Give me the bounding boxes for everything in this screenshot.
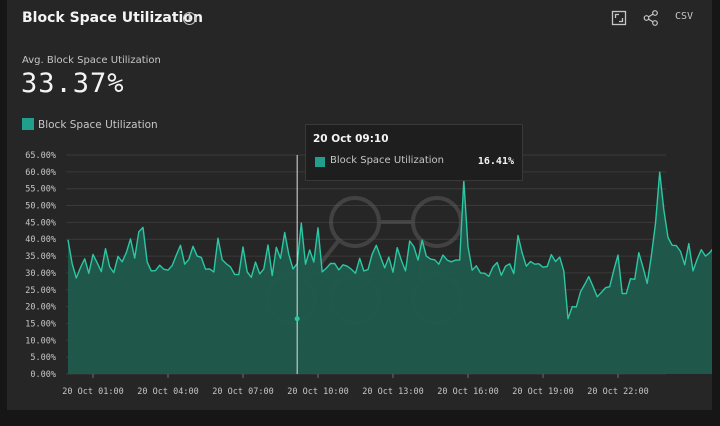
y-tick-label: 60.00% bbox=[25, 168, 56, 178]
chart-tooltip: 20 Oct 09:10 Block Space Utilization 16.… bbox=[305, 124, 523, 181]
x-tick-label: 20 Oct 22:00 bbox=[587, 387, 648, 397]
legend-label: Block Space Utilization bbox=[38, 119, 158, 131]
avg-stat-value: 33.37% bbox=[21, 68, 125, 99]
tooltip-swatch bbox=[315, 157, 325, 167]
y-tick-label: 30.00% bbox=[25, 269, 56, 279]
tooltip-value: 16.41% bbox=[477, 156, 514, 167]
y-tick-label: 35.00% bbox=[25, 252, 56, 262]
fullscreen-icon[interactable] bbox=[610, 9, 628, 27]
x-tick-label: 20 Oct 13:00 bbox=[362, 387, 423, 397]
info-icon[interactable]: i bbox=[183, 12, 196, 25]
x-tick-label: 20 Oct 19:00 bbox=[512, 387, 573, 397]
hover-point bbox=[294, 316, 300, 322]
x-tick-label: 20 Oct 04:00 bbox=[137, 387, 198, 397]
chart-plot: 0.00% 5.00% 10.00% 15.00% 20.00% 25.00% 30.00%… bbox=[25, 151, 712, 397]
y-tick-label: 65.00% bbox=[25, 151, 56, 161]
avg-stat-label: Avg. Block Space Utilization bbox=[22, 55, 161, 66]
x-tick-label: 20 Oct 07:00 bbox=[212, 387, 273, 397]
y-tick-label: 50.00% bbox=[25, 202, 56, 212]
x-tick-label: 20 Oct 01:00 bbox=[62, 387, 123, 397]
y-tick-label: 20.00% bbox=[25, 303, 56, 313]
tooltip-time: 20 Oct 09:10 bbox=[313, 133, 389, 145]
legend-item[interactable]: Block Space Utilization bbox=[22, 118, 158, 131]
y-tick-label: 0.00% bbox=[30, 370, 56, 380]
y-tick-label: 55.00% bbox=[25, 185, 56, 195]
y-tick-label: 45.00% bbox=[25, 218, 56, 228]
share-icon[interactable] bbox=[642, 9, 660, 27]
y-tick-label: 40.00% bbox=[25, 235, 56, 245]
legend-swatch bbox=[22, 118, 34, 130]
y-tick-label: 15.00% bbox=[25, 319, 56, 329]
series-line bbox=[67, 171, 712, 320]
chart-card: Block Space Utilization i CSV Avg. Block… bbox=[7, 0, 712, 410]
series-area bbox=[68, 172, 712, 374]
x-tick-label: 20 Oct 10:00 bbox=[287, 387, 348, 397]
y-tick-label: 10.00% bbox=[25, 336, 56, 346]
csv-download-button[interactable]: CSV bbox=[675, 11, 694, 22]
tooltip-series-name: Block Space Utilization bbox=[330, 155, 444, 166]
y-tick-label: 25.00% bbox=[25, 286, 56, 296]
y-tick-label: 5.00% bbox=[30, 353, 56, 363]
x-tick-label: 20 Oct 16:00 bbox=[437, 387, 498, 397]
chart-title: Block Space Utilization bbox=[22, 10, 203, 26]
